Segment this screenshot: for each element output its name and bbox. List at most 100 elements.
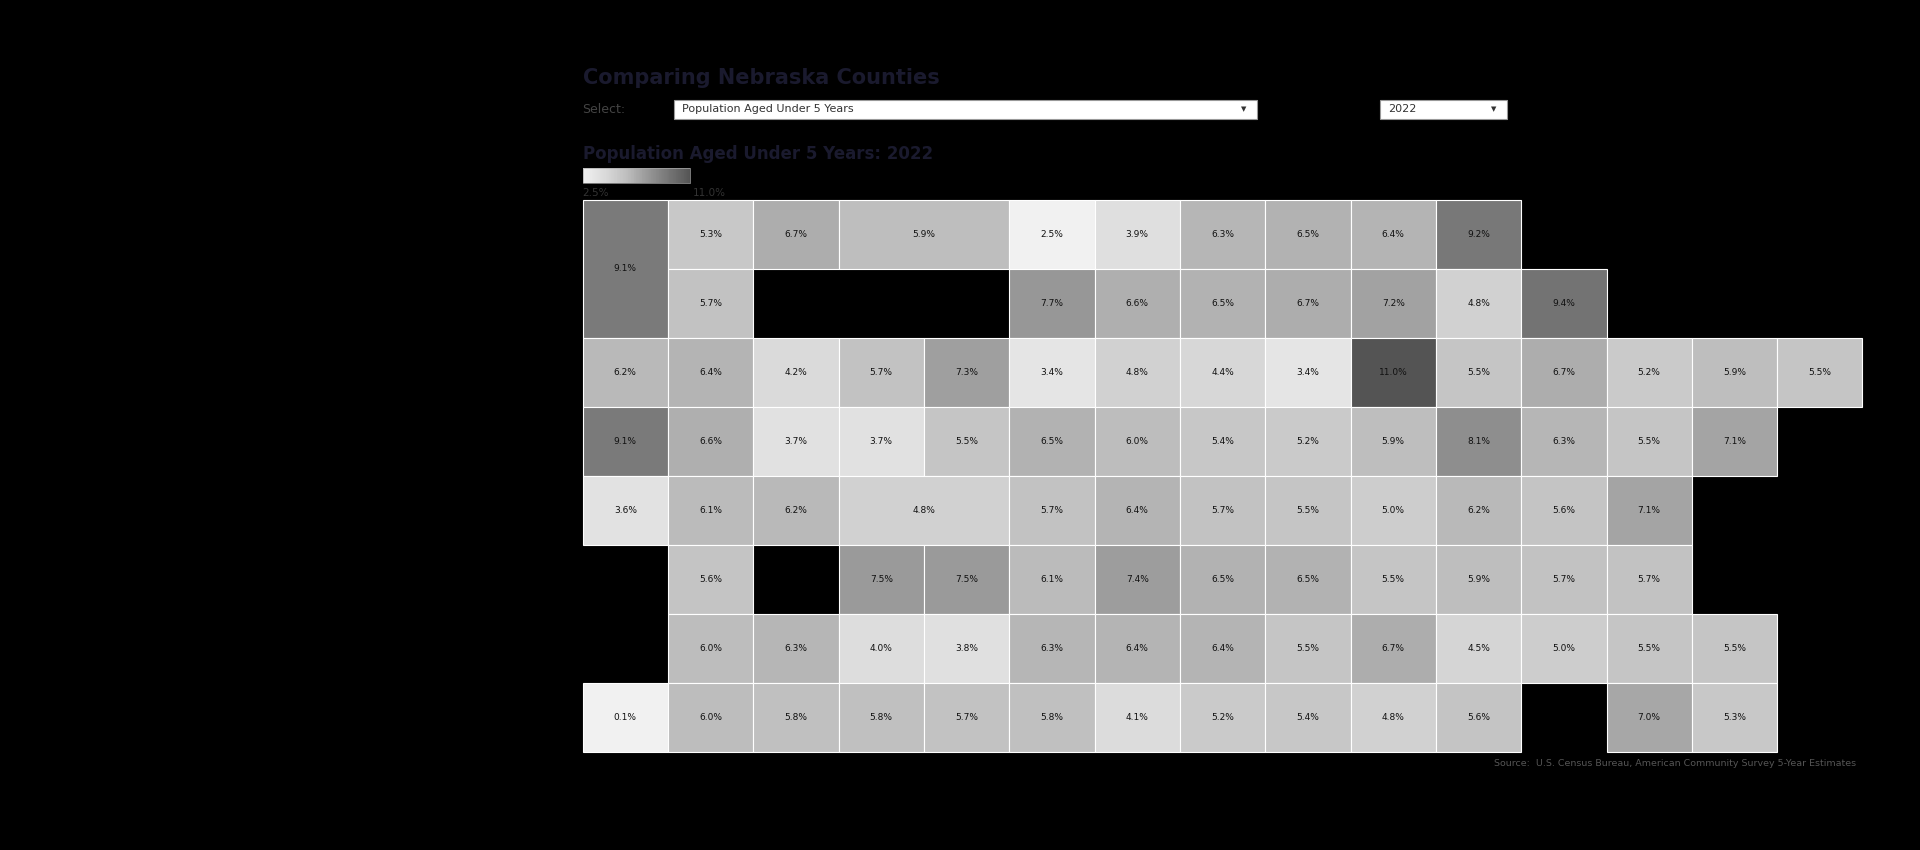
Text: 11.0%: 11.0% — [1379, 368, 1407, 377]
Text: 5.4%: 5.4% — [1296, 712, 1319, 722]
Bar — [1350, 269, 1436, 337]
Text: 5.4%: 5.4% — [1212, 437, 1235, 445]
Text: 6.0%: 6.0% — [699, 643, 722, 653]
Text: 6.0%: 6.0% — [699, 712, 722, 722]
Bar — [839, 406, 924, 476]
Text: 3.9%: 3.9% — [1125, 230, 1148, 239]
Text: 5.5%: 5.5% — [1382, 575, 1405, 584]
Bar — [1436, 200, 1521, 269]
Text: 6.2%: 6.2% — [1467, 506, 1490, 514]
Bar — [1350, 200, 1436, 269]
Text: 6.4%: 6.4% — [1125, 506, 1148, 514]
Bar — [1094, 269, 1181, 337]
Bar — [668, 406, 753, 476]
Text: 6.3%: 6.3% — [785, 643, 808, 653]
Bar — [753, 614, 839, 683]
Bar — [1265, 545, 1350, 614]
Text: 3.4%: 3.4% — [1041, 368, 1064, 377]
Text: Comparing Nebraska Counties: Comparing Nebraska Counties — [582, 68, 939, 88]
Bar — [1436, 614, 1521, 683]
Text: 5.8%: 5.8% — [1041, 712, 1064, 722]
Bar — [1181, 614, 1265, 683]
Bar — [839, 200, 1010, 269]
Text: 5.5%: 5.5% — [1467, 368, 1490, 377]
Bar — [1010, 269, 1094, 337]
Text: ▼: ▼ — [1240, 106, 1246, 112]
Text: 6.5%: 6.5% — [1212, 575, 1235, 584]
Bar — [924, 406, 1010, 476]
Text: 5.0%: 5.0% — [1382, 506, 1405, 514]
Text: 7.1%: 7.1% — [1638, 506, 1661, 514]
Text: 3.8%: 3.8% — [954, 643, 977, 653]
Text: 3.4%: 3.4% — [1296, 368, 1319, 377]
Bar — [753, 200, 839, 269]
Text: 4.0%: 4.0% — [870, 643, 893, 653]
Text: 5.7%: 5.7% — [954, 712, 977, 722]
Bar — [1094, 614, 1181, 683]
Bar — [753, 476, 839, 545]
Bar — [1778, 337, 1862, 406]
FancyBboxPatch shape — [1380, 99, 1507, 118]
Text: 6.4%: 6.4% — [1212, 643, 1235, 653]
Text: 5.6%: 5.6% — [1467, 712, 1490, 722]
Text: 4.4%: 4.4% — [1212, 368, 1235, 377]
Bar — [1181, 476, 1265, 545]
Text: 5.9%: 5.9% — [1722, 368, 1745, 377]
Text: 9.1%: 9.1% — [614, 264, 637, 273]
Bar — [1094, 200, 1181, 269]
Text: 0.1%: 0.1% — [614, 712, 637, 722]
Bar — [839, 683, 924, 751]
Text: 5.7%: 5.7% — [870, 368, 893, 377]
Bar — [582, 476, 668, 545]
Bar — [1436, 545, 1521, 614]
Bar — [839, 614, 924, 683]
Text: 5.7%: 5.7% — [1638, 575, 1661, 584]
Text: 7.5%: 7.5% — [954, 575, 977, 584]
Text: 4.1%: 4.1% — [1125, 712, 1148, 722]
Bar — [1010, 545, 1094, 614]
Text: 5.5%: 5.5% — [1638, 643, 1661, 653]
Text: 5.2%: 5.2% — [1638, 368, 1661, 377]
Text: 7.3%: 7.3% — [954, 368, 977, 377]
Bar — [753, 337, 839, 406]
Bar — [582, 337, 668, 406]
Bar — [1265, 337, 1350, 406]
Text: 6.2%: 6.2% — [614, 368, 637, 377]
Text: 6.4%: 6.4% — [699, 368, 722, 377]
Text: 6.4%: 6.4% — [1125, 643, 1148, 653]
Text: 3.7%: 3.7% — [785, 437, 808, 445]
Text: 6.7%: 6.7% — [785, 230, 808, 239]
Bar — [1010, 200, 1094, 269]
Bar — [1350, 337, 1436, 406]
Text: 4.8%: 4.8% — [1125, 368, 1148, 377]
Bar — [582, 406, 668, 476]
Bar — [924, 614, 1010, 683]
Text: 5.5%: 5.5% — [1296, 506, 1319, 514]
Bar — [1350, 614, 1436, 683]
Text: 6.6%: 6.6% — [699, 437, 722, 445]
Bar — [1436, 406, 1521, 476]
Text: 5.0%: 5.0% — [1553, 643, 1574, 653]
Text: 2022: 2022 — [1388, 104, 1417, 114]
Text: 6.7%: 6.7% — [1553, 368, 1574, 377]
Bar — [1265, 614, 1350, 683]
Bar — [1436, 337, 1521, 406]
Bar — [1692, 614, 1778, 683]
Bar — [924, 337, 1010, 406]
Bar — [1094, 406, 1181, 476]
Bar — [1692, 406, 1778, 476]
Text: 6.3%: 6.3% — [1212, 230, 1235, 239]
Bar — [582, 168, 689, 183]
Bar — [1607, 545, 1692, 614]
Text: 3.7%: 3.7% — [870, 437, 893, 445]
Text: 7.2%: 7.2% — [1382, 298, 1405, 308]
Bar — [1607, 337, 1692, 406]
Bar — [668, 614, 753, 683]
Text: 6.5%: 6.5% — [1212, 298, 1235, 308]
Text: 4.8%: 4.8% — [1382, 712, 1405, 722]
Bar — [668, 545, 753, 614]
Text: ▼: ▼ — [1492, 106, 1496, 112]
Bar — [668, 269, 753, 337]
Text: 5.8%: 5.8% — [870, 712, 893, 722]
Bar — [1265, 269, 1350, 337]
